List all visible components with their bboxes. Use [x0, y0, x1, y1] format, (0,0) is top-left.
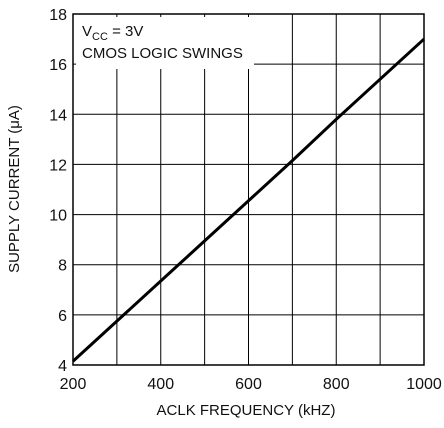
tick-labels: 200 400 600 800 1000 4 6 8 10 12 14 16 18: [49, 7, 442, 393]
plot-frame: [72, 13, 425, 366]
x-tick-label: 400: [147, 376, 174, 393]
x-axis-label: ACLK FREQUENCY (kHZ): [157, 402, 336, 419]
y-tick-label: 16: [49, 57, 67, 74]
series: [71, 37, 426, 363]
y-tick-label: 14: [49, 107, 67, 124]
annotation-subscript: CC: [92, 31, 108, 43]
y-tick-label: 8: [58, 258, 67, 275]
x-tick-label: 800: [323, 376, 350, 393]
y-tick-label: 18: [49, 7, 67, 24]
x-tick-label: 1000: [406, 376, 442, 393]
annotation-background: [76, 17, 254, 69]
y-axis-label: SUPPLY CURRENT (μA): [6, 105, 23, 273]
y-tick-label: 12: [49, 157, 67, 174]
y-tick-label: 4: [58, 358, 67, 375]
annotation-line-2: CMOS LOGIC SWINGS: [82, 45, 243, 62]
series-line: [71, 37, 426, 363]
x-tick-label: 200: [60, 376, 87, 393]
x-tick-label: 600: [235, 376, 262, 393]
annotation-line-1: VCC = 3V: [82, 23, 143, 43]
y-tick-label: 6: [58, 308, 67, 325]
y-tick-label: 10: [49, 208, 67, 225]
